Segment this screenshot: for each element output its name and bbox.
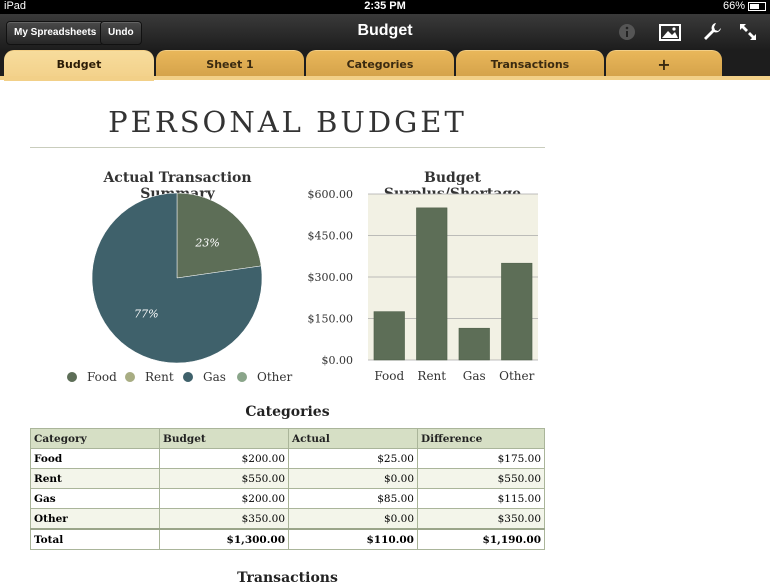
- cell-actual[interactable]: $85.00: [288, 488, 418, 509]
- bar-rent: [416, 207, 448, 361]
- cell-budget[interactable]: $350.00: [159, 508, 289, 530]
- cell-category[interactable]: Other: [30, 508, 160, 530]
- cell-actual[interactable]: $0.00: [288, 508, 418, 530]
- cell-total-label[interactable]: Total: [30, 528, 160, 550]
- add-sheet-button[interactable]: +: [606, 50, 722, 77]
- legend-marker-gas: [183, 372, 193, 382]
- header-budget[interactable]: Budget: [159, 428, 289, 449]
- table-row: Food $200.00 $25.00 $175.00: [30, 448, 545, 469]
- y-tick-label: $150.00: [308, 313, 354, 326]
- undo-button[interactable]: Undo: [100, 21, 142, 45]
- sheet-title: PERSONAL BUDGET: [108, 105, 467, 139]
- cell-total-difference[interactable]: $1,190.00: [417, 528, 545, 550]
- cell-difference[interactable]: $350.00: [417, 508, 545, 530]
- device-name: iPad: [4, 0, 27, 12]
- transactions-section-title: Transactions: [237, 570, 338, 586]
- table-header-row: Category Budget Actual Difference: [30, 428, 545, 449]
- pie-slice-label: 77%: [134, 307, 158, 320]
- tab-transactions[interactable]: Transactions: [456, 50, 604, 77]
- cell-actual[interactable]: $0.00: [288, 468, 418, 489]
- bar-food: [373, 311, 405, 361]
- sheet-tab-bar: Budget Sheet 1 Categories Transactions +: [0, 50, 770, 81]
- y-tick-label: $0.00: [322, 354, 354, 367]
- bar-chart[interactable]: $0.00 $150.00 $300.00 $450.00 $600.00 Food Ren…: [300, 186, 550, 392]
- bar-other: [501, 262, 533, 361]
- document-title: Budget: [357, 22, 413, 39]
- pie-slice-gas: [91, 192, 263, 364]
- cell-budget[interactable]: $200.00: [159, 488, 289, 509]
- tab-sheet-1[interactable]: Sheet 1: [156, 50, 304, 77]
- legend-label-food: Food: [87, 370, 117, 384]
- pie-chart[interactable]: 23% 77% Food Rent Gas Other: [30, 188, 320, 393]
- legend-label-rent: Rent: [145, 370, 174, 384]
- table-row: Rent $550.00 $0.00 $550.00: [30, 468, 545, 489]
- x-tick-label: Gas: [463, 369, 486, 383]
- wrench-icon[interactable]: [700, 20, 724, 44]
- cell-actual[interactable]: $25.00: [288, 448, 418, 469]
- pie-slice-food: [176, 192, 262, 279]
- table-row: Other $350.00 $0.00 $350.00: [30, 508, 545, 530]
- x-tick-label: Food: [374, 369, 404, 383]
- bar-gas: [458, 327, 490, 361]
- x-tick-label: Rent: [417, 369, 446, 383]
- pie-slice-label: 23%: [194, 237, 219, 250]
- tab-strip: [0, 76, 770, 80]
- legend-label-other: Other: [257, 370, 292, 384]
- cell-category[interactable]: Rent: [30, 468, 160, 489]
- categories-table: Category Budget Actual Difference Food $…: [30, 428, 545, 550]
- cell-difference[interactable]: $115.00: [417, 488, 545, 509]
- battery-percent: 66%: [722, 0, 745, 12]
- y-tick-label: $300.00: [308, 271, 354, 284]
- table-row: Gas $200.00 $85.00 $115.00: [30, 488, 545, 509]
- clock: 2:35 PM: [364, 0, 406, 12]
- info-icon[interactable]: [615, 20, 639, 44]
- y-tick-label: $600.00: [308, 188, 354, 201]
- battery-status: 66%: [723, 0, 766, 12]
- cell-total-budget[interactable]: $1,300.00: [159, 528, 289, 550]
- cell-budget[interactable]: $200.00: [159, 448, 289, 469]
- cell-category[interactable]: Food: [30, 448, 160, 469]
- title-divider: [30, 147, 545, 148]
- cell-difference[interactable]: $550.00: [417, 468, 545, 489]
- cell-total-actual[interactable]: $110.00: [288, 528, 418, 550]
- tab-budget[interactable]: Budget: [4, 50, 154, 81]
- cell-budget[interactable]: $550.00: [159, 468, 289, 489]
- tab-categories[interactable]: Categories: [306, 50, 454, 77]
- y-tick-label: $450.00: [308, 230, 354, 243]
- legend-marker-other: [237, 372, 247, 382]
- header-category[interactable]: Category: [30, 428, 160, 449]
- cell-difference[interactable]: $175.00: [417, 448, 545, 469]
- fullscreen-icon[interactable]: [736, 20, 760, 44]
- toolbar: My Spreadsheets Undo Budget: [0, 14, 770, 50]
- header-difference[interactable]: Difference: [417, 428, 545, 449]
- categories-table-title: Categories: [245, 404, 330, 420]
- battery-icon: [748, 1, 766, 11]
- media-icon[interactable]: [658, 20, 682, 44]
- status-bar: iPad 2:35 PM 66%: [0, 0, 770, 14]
- legend-label-gas: Gas: [203, 370, 226, 384]
- legend-marker-rent: [125, 372, 135, 382]
- header-actual[interactable]: Actual: [288, 428, 418, 449]
- cell-category[interactable]: Gas: [30, 488, 160, 509]
- legend-marker-food: [67, 372, 77, 382]
- x-tick-label: Other: [499, 369, 534, 383]
- table-total-row: Total $1,300.00 $110.00 $1,190.00: [30, 528, 545, 550]
